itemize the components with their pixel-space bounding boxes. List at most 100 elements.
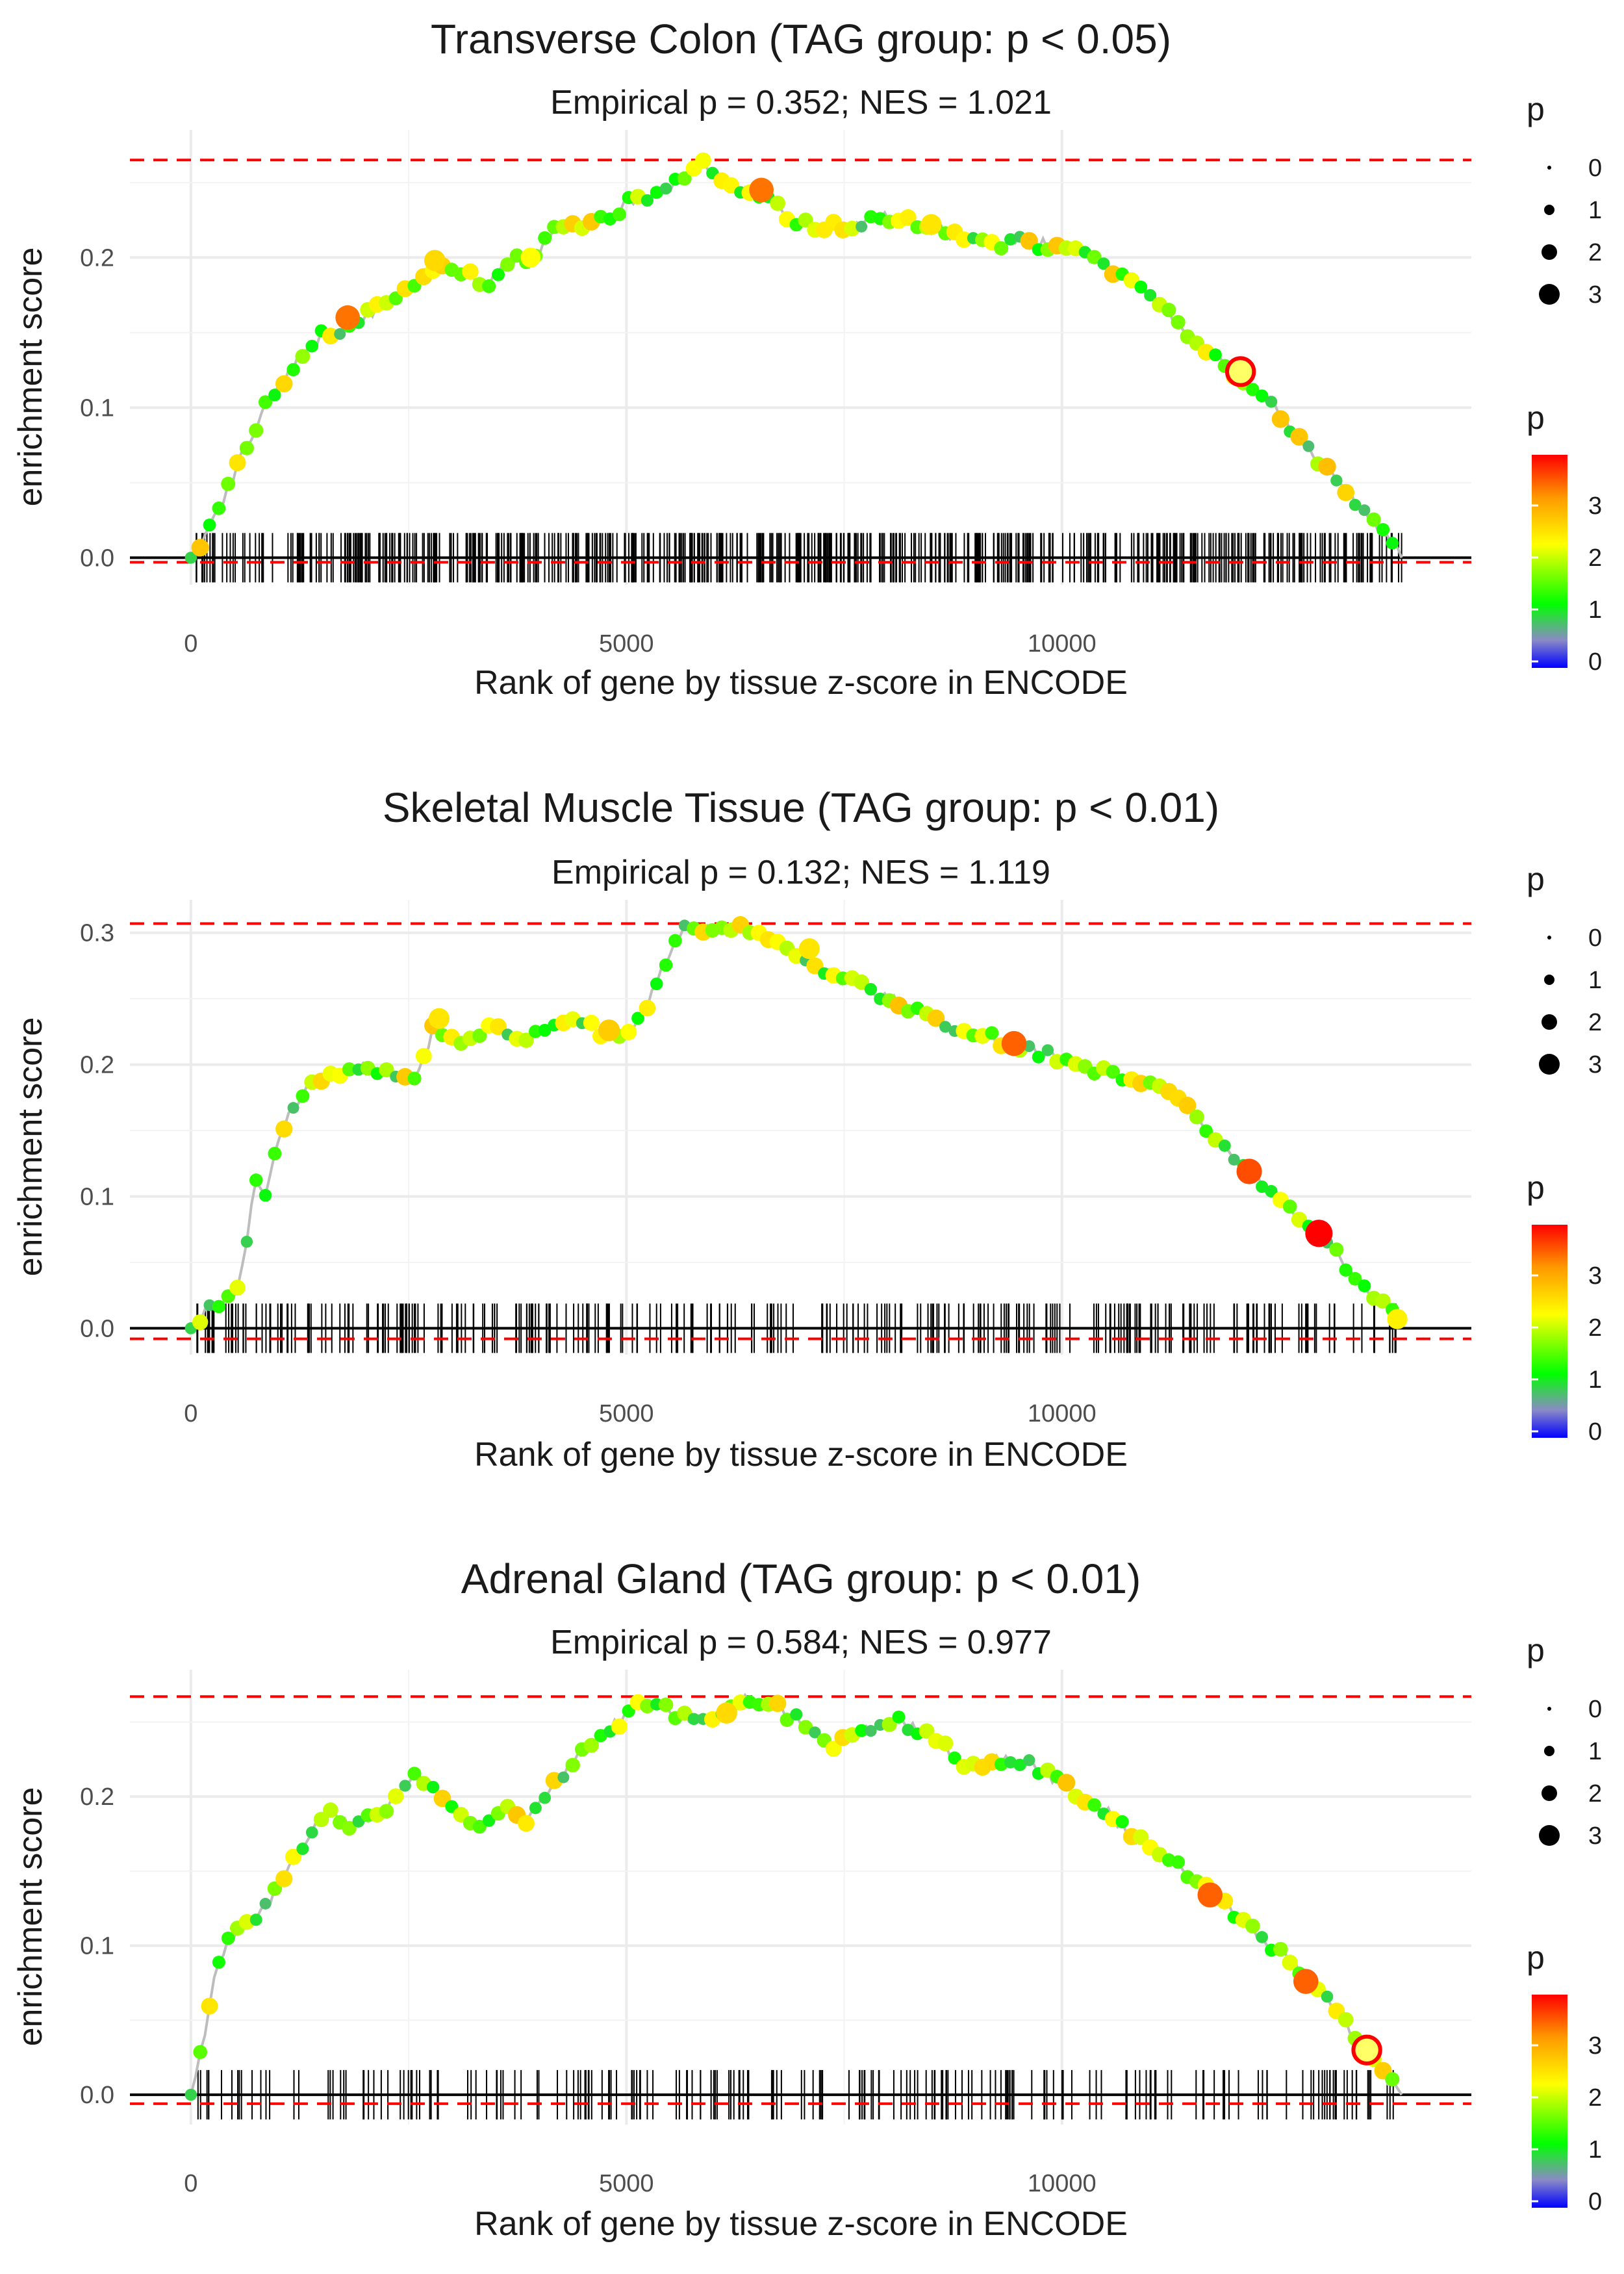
enrichment-point — [407, 1071, 422, 1086]
enrichment-point — [192, 1314, 209, 1331]
enrichment-point — [313, 1811, 329, 1828]
enrichment-point — [184, 552, 197, 564]
enrichment-point — [323, 1802, 338, 1818]
x-tick-label: 10000 — [1028, 1400, 1097, 1427]
enrichment-point — [677, 171, 692, 186]
enrichment-point — [1321, 1990, 1334, 2003]
enrichment-point — [191, 539, 209, 557]
enrichment-point — [1330, 474, 1343, 487]
size-key-dot — [1547, 166, 1551, 170]
enrichment-point — [239, 441, 254, 455]
enrichment-point — [287, 1102, 299, 1114]
enrichment-point — [631, 1012, 644, 1025]
enrichment-point — [296, 1089, 310, 1103]
enrichment-point — [518, 1815, 535, 1832]
enrichment-point — [1133, 1829, 1149, 1845]
size-key-dot — [1542, 244, 1557, 260]
enrichment-point — [1376, 523, 1390, 537]
highlight-point — [1387, 1309, 1408, 1329]
y-axis-ticks: 0.0 0.1 0.2 — [80, 1783, 114, 2109]
enrichment-point — [203, 518, 216, 531]
enrichment-point — [1302, 440, 1315, 452]
enrichment-point — [948, 1751, 961, 1765]
y-axis-ticks: 0.0 0.1 0.2 — [80, 244, 114, 572]
enrichment-point — [472, 1819, 487, 1834]
enrichment-point — [1144, 288, 1157, 301]
size-key-label: 0 — [1588, 925, 1602, 952]
y-tick-label: 0.1 — [80, 1184, 114, 1211]
color-bar — [1532, 455, 1567, 668]
enrichment-point — [490, 1018, 507, 1036]
enrichment-point — [612, 207, 626, 222]
enrichment-point — [388, 1788, 404, 1804]
enrichment-point — [285, 1848, 302, 1865]
enrichment-point — [275, 1870, 293, 1887]
size-key-dot — [1539, 1825, 1560, 1846]
enrichment-point — [1171, 314, 1186, 329]
highlight-point — [1351, 2034, 1382, 2065]
enrichment-point — [275, 375, 293, 392]
enrichment-point — [659, 958, 673, 972]
enrichment-point — [1256, 1931, 1269, 1943]
size-key-label: 2 — [1588, 1009, 1602, 1036]
highlight-point — [424, 249, 446, 272]
enrichment-point — [415, 1047, 432, 1064]
panel-title: Transverse Colon (TAG group: p < 0.05) — [431, 16, 1171, 62]
enrichment-point — [1358, 1279, 1371, 1293]
enrichment-point — [296, 1843, 309, 1856]
enrichment-point — [864, 983, 878, 996]
enrichment-point — [482, 279, 496, 294]
y-tick-label: 0.2 — [80, 1052, 114, 1079]
enrichment-point — [694, 152, 711, 169]
enrichment-point — [1337, 483, 1355, 502]
enrichment-point — [1134, 280, 1148, 294]
size-key-dot — [1542, 1014, 1557, 1030]
enrichment-point — [538, 1023, 552, 1037]
enrichment-point — [1329, 1242, 1344, 1257]
enrichment-point — [1375, 1293, 1391, 1309]
y-tick-label: 0.0 — [80, 2082, 114, 2109]
highlight-point — [335, 305, 361, 330]
enrichment-point — [659, 182, 672, 195]
x-axis-title: Rank of gene by tissue z-score in ENCODE — [474, 664, 1128, 702]
enrichment-point — [892, 1710, 906, 1724]
enrichment-point — [583, 1014, 600, 1031]
enrichment-point — [1338, 2012, 1354, 2028]
y-tick-label: 0.1 — [80, 1933, 114, 1960]
enrichment-point — [1255, 389, 1269, 403]
enrichment-point — [1023, 1754, 1035, 1767]
highlight-point — [716, 1702, 737, 1724]
highlight-point — [1293, 1969, 1319, 1994]
y-axis-title: enrichment score — [12, 1017, 49, 1277]
color-bar-label: 3 — [1588, 1262, 1602, 1290]
color-bar-label: 1 — [1588, 1366, 1602, 1394]
y-tick-label: 0.0 — [80, 1315, 114, 1342]
enrichment-point — [1032, 1051, 1045, 1064]
enrichment-point — [305, 339, 319, 353]
size-key-label: 2 — [1588, 239, 1602, 266]
enrichment-point — [538, 231, 552, 245]
enrichment-point — [1282, 1954, 1298, 1971]
y-tick-label: 0.2 — [80, 1783, 114, 1811]
enrichment-point — [1349, 498, 1362, 511]
x-tick-label: 5000 — [599, 2170, 654, 2197]
x-tick-label: 0 — [184, 630, 197, 658]
enrichment-point — [1161, 303, 1176, 318]
color-bar-label: 0 — [1588, 1418, 1602, 1446]
enrichment-point — [399, 1780, 411, 1792]
size-key-label: 2 — [1588, 1780, 1602, 1808]
size-key-dot — [1547, 1707, 1551, 1711]
enrichment-point — [1057, 1774, 1076, 1792]
enrichment-point — [1115, 1815, 1129, 1828]
x-tick-label: 10000 — [1028, 2170, 1097, 2197]
enrichment-point — [379, 1062, 394, 1078]
enrichment-point — [482, 1814, 496, 1827]
enrichment-point — [937, 1735, 954, 1752]
enrichment-point — [1318, 457, 1336, 476]
enrichment-point — [865, 1725, 877, 1737]
plot-area — [130, 1670, 1471, 2125]
enrichment-point — [1171, 1855, 1186, 1869]
enrichment-point — [854, 974, 870, 990]
enrichment-point — [491, 268, 505, 281]
